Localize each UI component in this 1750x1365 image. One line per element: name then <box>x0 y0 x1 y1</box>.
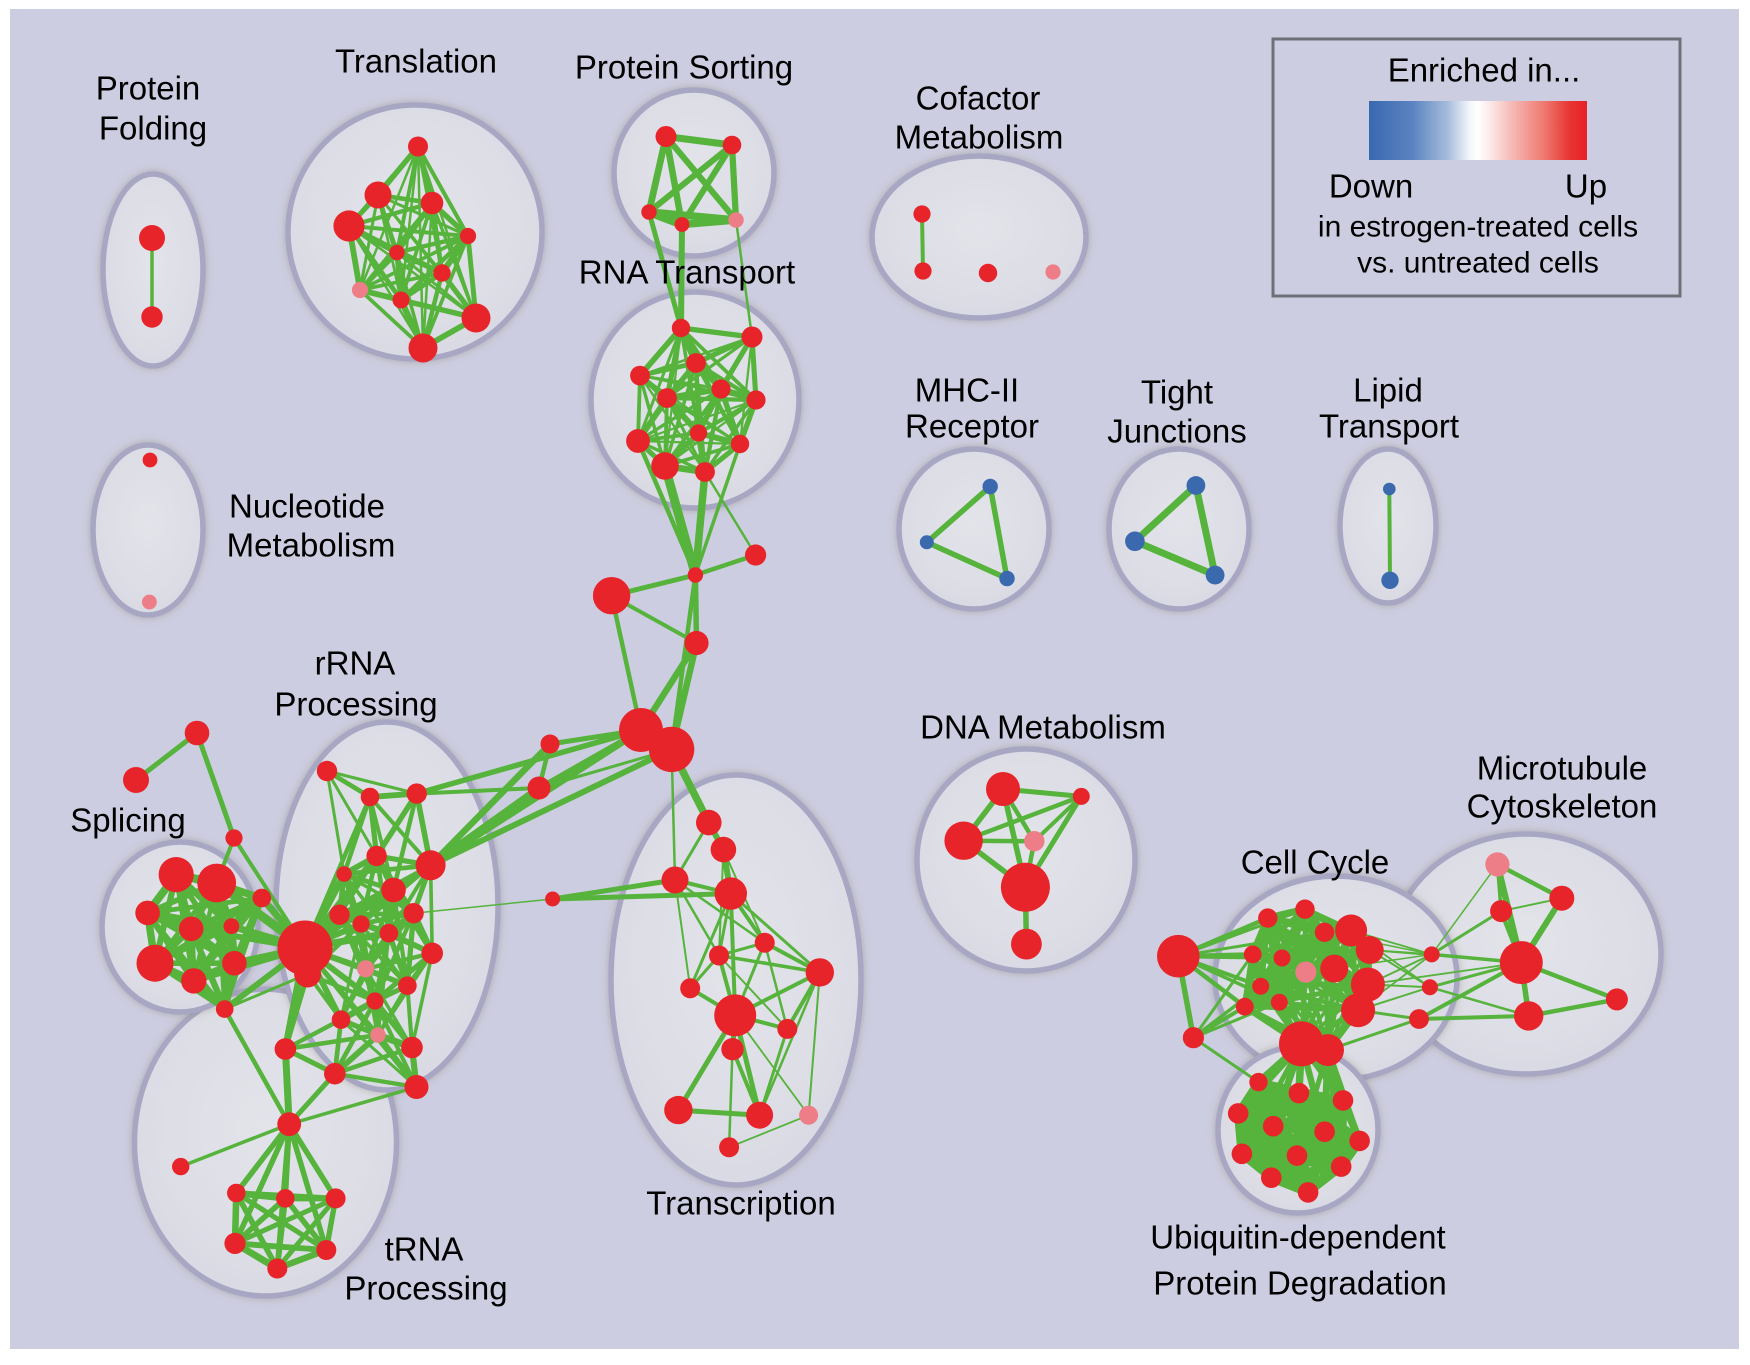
svg-text:Processing: Processing <box>344 1270 507 1307</box>
svg-text:Receptor: Receptor <box>905 408 1039 445</box>
svg-text:Up: Up <box>1565 168 1607 205</box>
svg-text:Tight: Tight <box>1141 374 1213 411</box>
svg-text:DNA Metabolism: DNA Metabolism <box>920 709 1166 746</box>
svg-text:Protein Degradation: Protein Degradation <box>1153 1265 1447 1302</box>
svg-text:Junctions: Junctions <box>1107 413 1246 450</box>
svg-text:vs. untreated cells: vs. untreated cells <box>1357 247 1599 280</box>
svg-text:Transport: Transport <box>1319 408 1459 445</box>
svg-text:Folding: Folding <box>99 110 207 147</box>
svg-text:Metabolism: Metabolism <box>227 527 396 564</box>
svg-text:Ubiquitin-dependent: Ubiquitin-dependent <box>1150 1219 1445 1256</box>
svg-text:Splicing: Splicing <box>70 802 186 839</box>
svg-text:in estrogen-treated cells: in estrogen-treated cells <box>1318 211 1638 244</box>
svg-text:Transcription: Transcription <box>646 1185 836 1222</box>
svg-text:Enriched in...: Enriched in... <box>1388 52 1581 89</box>
svg-text:Cytoskeleton: Cytoskeleton <box>1467 788 1658 825</box>
svg-text:Processing: Processing <box>274 686 437 723</box>
svg-text:rRNA: rRNA <box>315 645 396 682</box>
svg-text:MHC-II: MHC-II <box>915 372 1019 409</box>
svg-text:Down: Down <box>1329 168 1413 205</box>
svg-text:tRNA: tRNA <box>385 1231 464 1268</box>
svg-text:Translation: Translation <box>335 43 497 80</box>
svg-text:RNA Transport: RNA Transport <box>579 254 795 291</box>
svg-text:Metabolism: Metabolism <box>895 119 1064 156</box>
svg-text:Protein: Protein <box>96 70 201 107</box>
svg-text:Nucleotide: Nucleotide <box>229 488 385 525</box>
svg-text:Cofactor: Cofactor <box>916 80 1041 117</box>
svg-text:Microtubule: Microtubule <box>1477 750 1648 787</box>
svg-text:Lipid: Lipid <box>1353 372 1423 409</box>
svg-text:Protein Sorting: Protein Sorting <box>575 49 793 86</box>
svg-text:Cell Cycle: Cell Cycle <box>1241 844 1390 881</box>
